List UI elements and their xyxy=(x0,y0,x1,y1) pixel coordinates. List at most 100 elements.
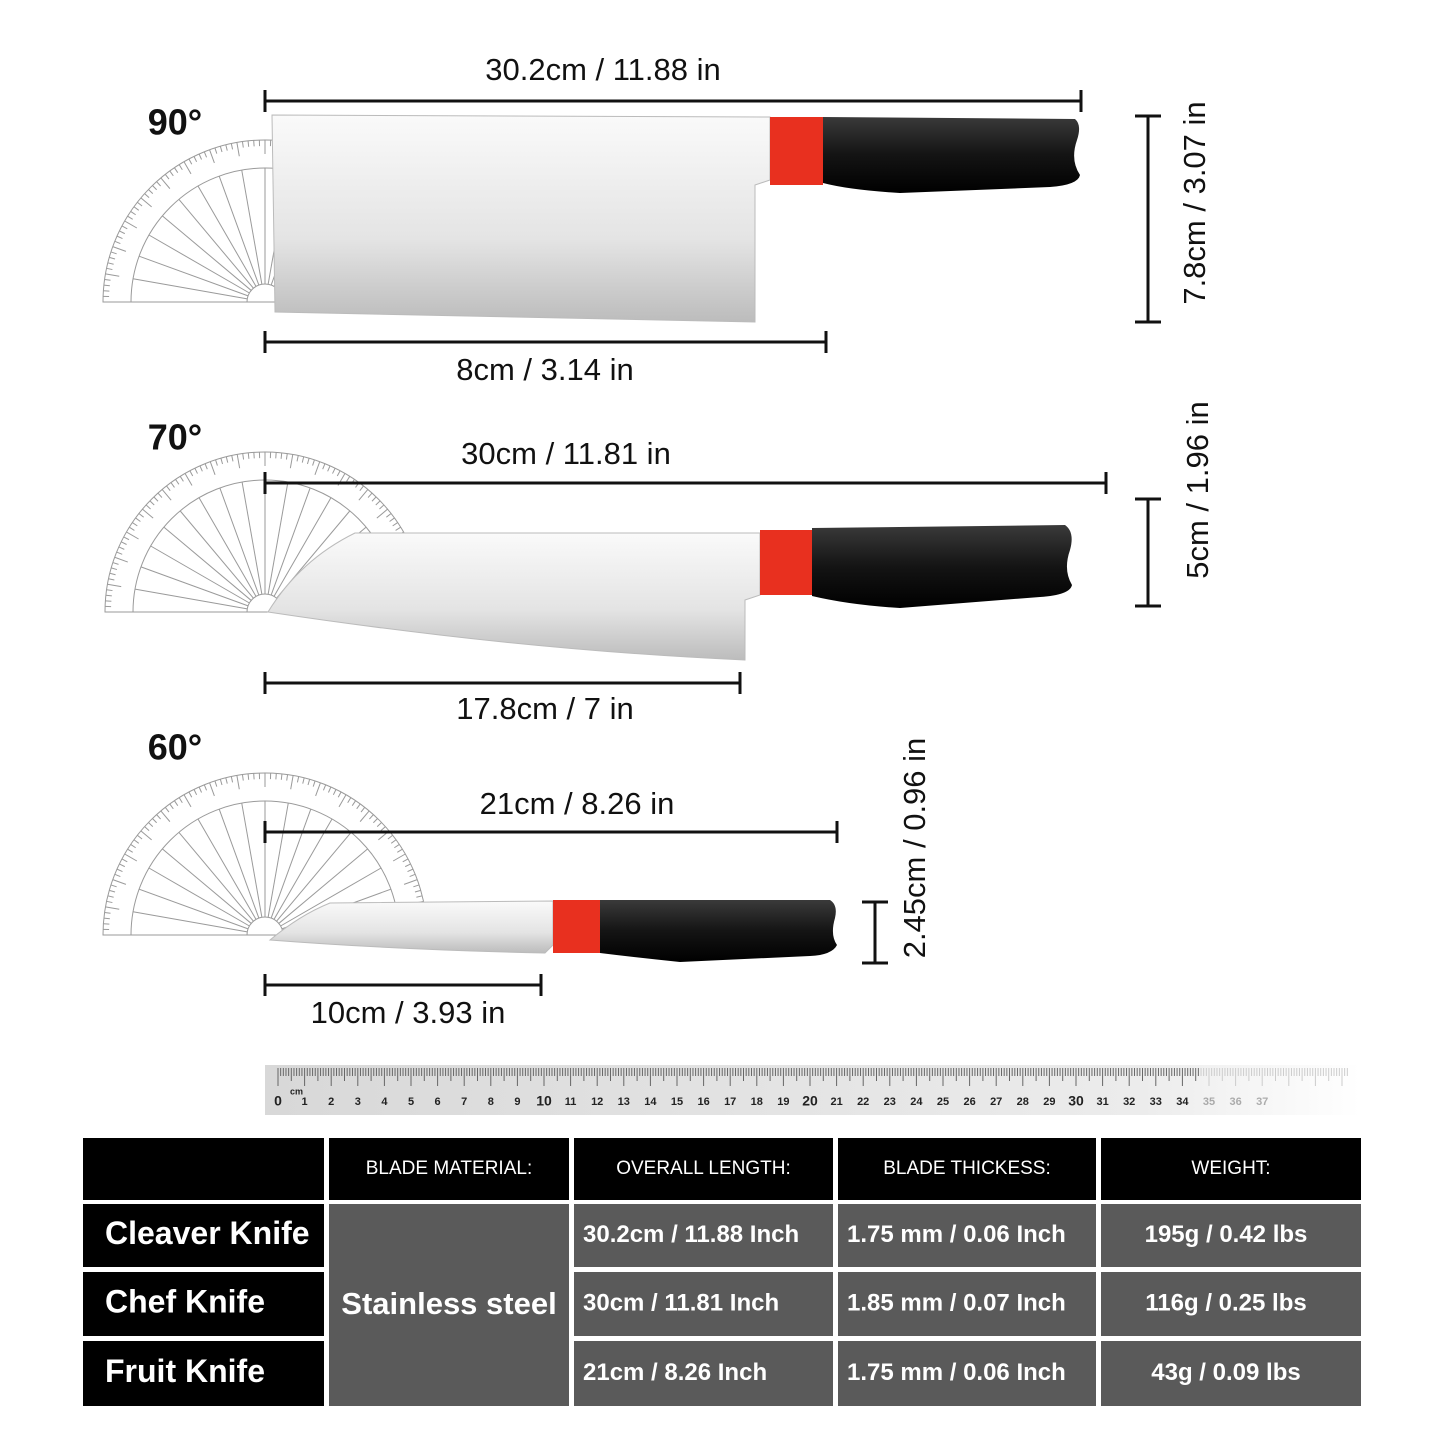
protractor-tick xyxy=(359,485,364,491)
protractor-tick xyxy=(137,201,143,207)
overall-length-label: 30cm / 11.81 in xyxy=(461,436,671,471)
protractor-tick xyxy=(111,567,118,571)
ruler-label: 35 xyxy=(1203,1096,1215,1108)
ruler-label: 26 xyxy=(963,1096,975,1108)
protractor-tick xyxy=(336,470,341,477)
protractor-tick xyxy=(301,456,305,463)
protractor-tick xyxy=(373,818,378,824)
protractor-tick xyxy=(160,177,171,189)
protractor-tick xyxy=(130,843,136,849)
protractor-tick xyxy=(409,873,416,878)
ruler-label: 2 xyxy=(328,1096,334,1108)
protractor-tick xyxy=(230,776,234,783)
protractor-tick xyxy=(164,807,170,813)
protractor-tick xyxy=(112,562,119,565)
protractor-tick xyxy=(236,454,241,469)
protractor-ray xyxy=(178,832,254,922)
protractor-tick xyxy=(338,794,347,808)
protractor-tick xyxy=(407,868,414,873)
protractor-tick xyxy=(395,526,401,531)
protractor-tick xyxy=(161,489,172,501)
protractor-tick xyxy=(142,508,154,519)
blade-length-label: 8cm / 3.14 in xyxy=(456,352,633,387)
ruler-label: 24 xyxy=(910,1096,923,1108)
protractor-tick xyxy=(188,791,193,798)
protractor-ray xyxy=(198,497,257,597)
protractor-tick xyxy=(148,189,154,194)
cell-text: 1.75 mm / 0.06 Inch xyxy=(847,1221,1066,1248)
protractor-ray xyxy=(241,481,263,595)
protractor-ray xyxy=(241,169,263,285)
protractor-tick xyxy=(332,789,337,796)
protractor-tick xyxy=(214,147,218,154)
ruler: cm 0 1 2 3 4 5 6 7 8 9 10 11 12 13 14 15 16 17 18 19 20 21 22 2… xyxy=(265,1065,1360,1115)
protractor-tick xyxy=(103,917,110,920)
ruler-label: 29 xyxy=(1043,1096,1055,1108)
cell-text: 21cm / 8.26 Inch xyxy=(583,1359,767,1386)
protractor-tick xyxy=(198,786,203,793)
protractor-tick xyxy=(116,235,123,240)
protractor-tick xyxy=(107,262,114,265)
protractor-tick xyxy=(375,500,381,506)
protractor-tick xyxy=(183,161,192,175)
protractor-tick xyxy=(133,839,140,844)
protractor-ray xyxy=(270,808,312,919)
chef-knife xyxy=(267,525,1072,661)
protractor-tick xyxy=(160,810,171,822)
protractor-tick xyxy=(152,818,157,824)
protractor-tick xyxy=(322,463,326,470)
protractor-tick xyxy=(119,230,126,235)
protractor-tick xyxy=(236,775,240,790)
protractor-tick xyxy=(380,826,386,831)
header-label: BLADE MATERIAL: xyxy=(366,1158,532,1179)
cell xyxy=(1101,1204,1361,1267)
cell-text: 43g / 0.09 lbs xyxy=(1151,1359,1300,1386)
protractor-tick xyxy=(107,895,114,898)
protractor-tick xyxy=(392,522,398,527)
protractor-tick xyxy=(140,197,152,208)
cell-text: 1.85 mm / 0.07 Inch xyxy=(847,1289,1066,1316)
protractor-tick xyxy=(332,467,336,474)
ruler-label: 20 xyxy=(802,1093,818,1109)
protractor-tick xyxy=(367,492,373,498)
protractor-tick xyxy=(414,889,421,893)
ruler-label: 34 xyxy=(1176,1096,1189,1108)
protractor-tick xyxy=(144,826,150,831)
protractor-tick xyxy=(127,848,133,853)
protractor-tick xyxy=(376,822,382,827)
angle-label: 90° xyxy=(148,102,202,143)
protractor-tick xyxy=(387,834,393,840)
protractor-tick xyxy=(337,791,342,798)
protractor-tick xyxy=(358,489,369,501)
protractor-tick xyxy=(121,858,128,863)
protractor-tick xyxy=(178,797,183,803)
handle xyxy=(823,117,1080,193)
ruler-label: 32 xyxy=(1123,1096,1135,1108)
protractor-tick xyxy=(199,465,203,472)
protractor-tick xyxy=(129,526,135,531)
protractor-tick xyxy=(394,843,400,849)
protractor-tick xyxy=(203,784,208,791)
protractor-tick xyxy=(104,278,111,281)
protractor-tick xyxy=(296,455,299,462)
header-cell xyxy=(838,1138,1096,1200)
row-label: Fruit Knife xyxy=(105,1353,265,1389)
spec-table: BLADE MATERIAL: OVERALL LENGTH: BLADE THIC… xyxy=(83,1138,1361,1406)
row-label: Cleaver Knife xyxy=(105,1215,310,1251)
protractor-tick xyxy=(247,773,250,780)
row-label: Chef Knife xyxy=(105,1283,265,1319)
blade xyxy=(271,114,771,323)
protractor-tick xyxy=(356,803,361,810)
header-cell xyxy=(574,1138,833,1200)
protractor-ray xyxy=(241,802,263,918)
height-label: 2.45cm / 0.96 in xyxy=(897,738,932,959)
protractor-tick xyxy=(241,141,244,148)
cell-text: 195g / 0.42 lbs xyxy=(1145,1221,1308,1248)
protractor-tick xyxy=(209,461,216,475)
protractor-tick xyxy=(230,143,234,150)
protractor-ray xyxy=(267,481,289,595)
ruler-label: 6 xyxy=(435,1096,441,1108)
protractor-tick xyxy=(203,151,208,158)
ruler-label: 23 xyxy=(884,1096,896,1108)
handle xyxy=(812,525,1072,608)
